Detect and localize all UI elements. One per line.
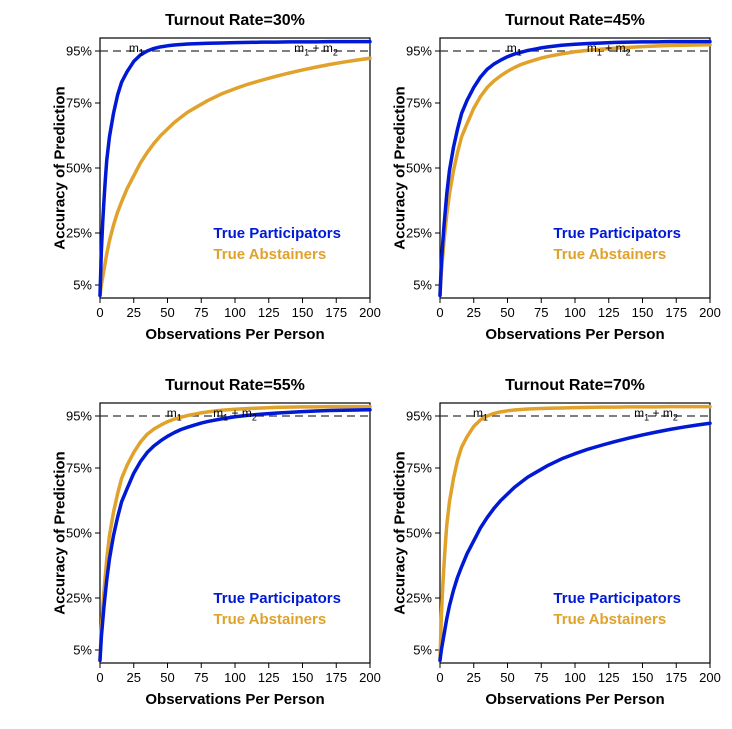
y-tick-label: 75% <box>406 461 432 476</box>
y-tick-label: 5% <box>73 643 92 658</box>
x-tick-label: 0 <box>436 305 443 320</box>
y-tick-label: 25% <box>406 591 432 606</box>
y-axis-label: Accuracy of Prediction <box>392 86 409 249</box>
x-tick-label: 150 <box>292 305 314 320</box>
x-tick-label: 75 <box>534 670 548 685</box>
x-tick-label: 175 <box>665 305 687 320</box>
legend-participators: True Participators <box>213 225 341 242</box>
y-tick-label: 95% <box>66 409 92 424</box>
x-tick-label: 25 <box>467 670 481 685</box>
x-tick-label: 75 <box>534 305 548 320</box>
annotation-m1m2: m1 + m2 <box>587 41 631 57</box>
x-tick-label: 175 <box>325 305 347 320</box>
x-tick-label: 50 <box>500 305 514 320</box>
y-axis-label: Accuracy of Prediction <box>392 451 409 614</box>
annotation-m1: m1 <box>167 406 182 422</box>
x-tick-label: 150 <box>292 670 314 685</box>
panel-0: Turnout Rate=30%5%25%50%75%95%0255075100… <box>60 10 390 355</box>
annotation-m1m2: m1 + m2 <box>213 406 257 422</box>
x-axis-label: Observations Per Person <box>145 326 324 343</box>
panel-2: Turnout Rate=55%5%25%50%75%95%0255075100… <box>60 375 390 720</box>
legend-participators: True Participators <box>553 225 681 242</box>
x-axis-label: Observations Per Person <box>145 691 324 708</box>
x-tick-label: 75 <box>194 305 208 320</box>
y-tick-label: 95% <box>406 44 432 59</box>
x-axis-label: Observations Per Person <box>485 691 664 708</box>
x-tick-label: 0 <box>96 670 103 685</box>
x-tick-label: 125 <box>258 305 280 320</box>
x-tick-label: 50 <box>160 670 174 685</box>
x-tick-label: 25 <box>127 670 141 685</box>
y-tick-label: 95% <box>406 409 432 424</box>
y-axis-label: Accuracy of Prediction <box>52 451 69 614</box>
x-tick-label: 0 <box>436 670 443 685</box>
y-tick-label: 5% <box>413 643 432 658</box>
annotation-m1m2: m1 + m2 <box>634 406 678 422</box>
legend-abstainers: True Abstainers <box>553 611 666 628</box>
plot-svg <box>60 10 390 355</box>
x-tick-label: 200 <box>699 305 721 320</box>
plot-svg <box>400 375 730 720</box>
y-tick-label: 50% <box>406 526 432 541</box>
y-axis-label: Accuracy of Prediction <box>52 86 69 249</box>
legend-participators: True Participators <box>213 590 341 607</box>
x-tick-label: 150 <box>632 305 654 320</box>
y-tick-label: 50% <box>66 526 92 541</box>
legend-abstainers: True Abstainers <box>213 611 326 628</box>
y-tick-label: 50% <box>66 161 92 176</box>
x-tick-label: 100 <box>564 670 586 685</box>
x-axis-label: Observations Per Person <box>485 326 664 343</box>
y-tick-label: 50% <box>406 161 432 176</box>
legend-abstainers: True Abstainers <box>553 246 666 263</box>
annotation-m1: m1 <box>129 41 144 57</box>
x-tick-label: 50 <box>500 670 514 685</box>
x-tick-label: 25 <box>127 305 141 320</box>
y-tick-label: 95% <box>66 44 92 59</box>
x-tick-label: 175 <box>325 670 347 685</box>
y-tick-label: 25% <box>406 226 432 241</box>
x-tick-label: 150 <box>632 670 654 685</box>
x-tick-label: 200 <box>699 670 721 685</box>
x-tick-label: 125 <box>598 670 620 685</box>
plot-svg <box>400 10 730 355</box>
legend-participators: True Participators <box>553 590 681 607</box>
y-tick-label: 25% <box>66 226 92 241</box>
x-tick-label: 25 <box>467 305 481 320</box>
x-tick-label: 200 <box>359 670 381 685</box>
x-tick-label: 100 <box>224 670 246 685</box>
x-tick-label: 75 <box>194 670 208 685</box>
plot-svg <box>60 375 390 720</box>
y-tick-label: 75% <box>66 96 92 111</box>
x-tick-label: 125 <box>598 305 620 320</box>
panel-1: Turnout Rate=45%5%25%50%75%95%0255075100… <box>400 10 730 355</box>
legend-abstainers: True Abstainers <box>213 246 326 263</box>
y-tick-label: 75% <box>406 96 432 111</box>
y-tick-label: 75% <box>66 461 92 476</box>
x-tick-label: 0 <box>96 305 103 320</box>
x-tick-label: 200 <box>359 305 381 320</box>
panel-3: Turnout Rate=70%5%25%50%75%95%0255075100… <box>400 375 730 720</box>
x-tick-label: 50 <box>160 305 174 320</box>
y-tick-label: 5% <box>413 278 432 293</box>
y-tick-label: 5% <box>73 278 92 293</box>
y-tick-label: 25% <box>66 591 92 606</box>
annotation-m1: m1 <box>473 406 488 422</box>
figure-root: Turnout Rate=30%5%25%50%75%95%0255075100… <box>0 0 732 729</box>
x-tick-label: 100 <box>564 305 586 320</box>
x-tick-label: 175 <box>665 670 687 685</box>
x-tick-label: 100 <box>224 305 246 320</box>
annotation-m1: m1 <box>507 41 522 57</box>
x-tick-label: 125 <box>258 670 280 685</box>
annotation-m1m2: m1 + m2 <box>294 41 338 57</box>
